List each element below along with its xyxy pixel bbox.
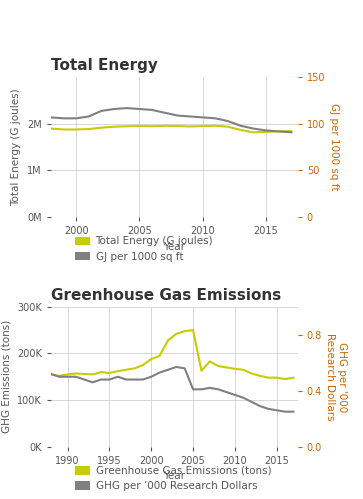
Text: Greenhouse Gas Emissions: Greenhouse Gas Emissions xyxy=(51,288,281,303)
Legend: Total Energy (G joules), GJ per 1000 sq ft: Total Energy (G joules), GJ per 1000 sq … xyxy=(70,232,217,266)
Y-axis label: Total Energy (G joules): Total Energy (G joules) xyxy=(12,88,21,206)
Y-axis label: GJ per 1000 sq ft: GJ per 1000 sq ft xyxy=(329,103,339,191)
Legend: Greenhouse Gas Emissions (tons), GHG per ’000 Research Dollars: Greenhouse Gas Emissions (tons), GHG per… xyxy=(70,462,276,496)
X-axis label: Year: Year xyxy=(163,471,185,481)
Y-axis label: GHG per '000
Research Dollars: GHG per '000 Research Dollars xyxy=(325,333,347,421)
Text: Total Energy: Total Energy xyxy=(51,58,158,73)
X-axis label: Year: Year xyxy=(163,242,185,251)
Y-axis label: GHG Emissions (tons): GHG Emissions (tons) xyxy=(1,320,11,433)
